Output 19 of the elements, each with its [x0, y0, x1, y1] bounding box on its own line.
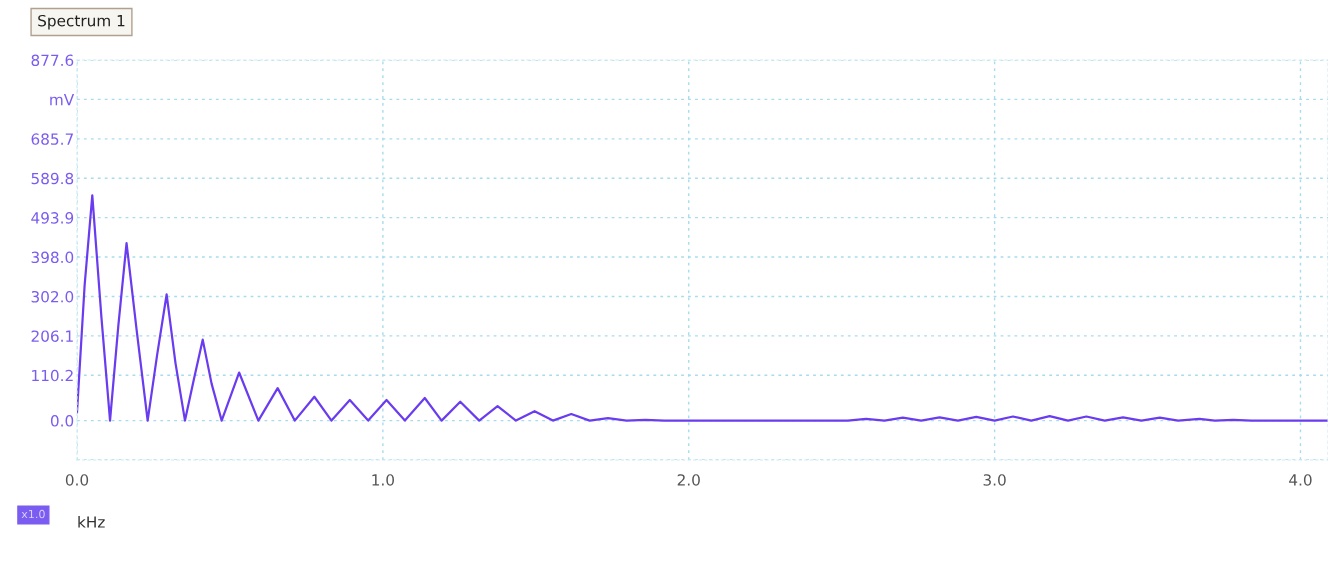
y-tick-label: 877.6 — [31, 54, 74, 67]
y-tick-label: 110.2 — [32, 369, 73, 382]
y-tick-label: 302.0 — [31, 290, 74, 303]
y-tick-label: 206.1 — [31, 330, 73, 342]
x-axis-title: kHz — [78, 516, 105, 528]
x-tick-label: 0.0 — [65, 474, 89, 486]
y-tick-label: 493.9 — [31, 212, 74, 224]
y-tick-label: 685.7 — [31, 133, 73, 145]
y-tick-label: 0.0 — [50, 415, 74, 427]
x-tick-label: 4.0 — [1289, 474, 1312, 486]
x-tick-label: 2.0 — [677, 474, 700, 486]
y-tick-label: 398.0 — [31, 251, 74, 264]
text: x1.0 — [21, 509, 45, 519]
y-tick-label: mV — [50, 94, 75, 106]
line-series — [77, 194, 1328, 422]
y-tick-label: 589.8 — [31, 172, 74, 185]
x-tick-label: 3.0 — [983, 474, 1006, 486]
chart-title: Spectrum 1 — [38, 14, 125, 30]
x-tick-label: 1.0 — [372, 474, 394, 486]
